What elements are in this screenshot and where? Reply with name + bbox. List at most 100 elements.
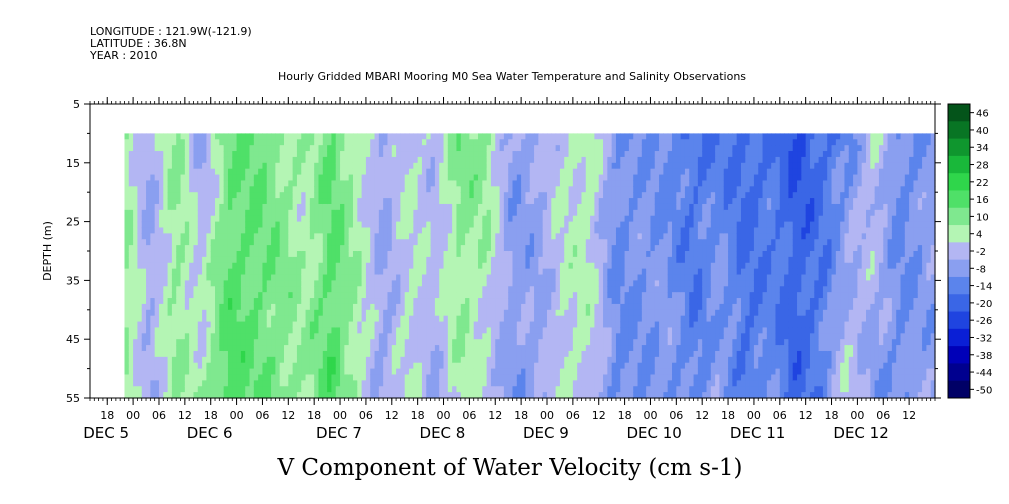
heatmap-cell <box>266 209 272 217</box>
heatmap-cell <box>499 133 505 140</box>
heatmap-cell <box>223 156 229 164</box>
heatmap-cell <box>184 245 190 252</box>
heatmap-cell <box>465 209 470 217</box>
heatmap-cell <box>551 368 557 376</box>
heatmap-cell <box>577 227 583 234</box>
heatmap-cell <box>154 192 160 199</box>
heatmap-cell <box>223 174 229 182</box>
heatmap-cell <box>197 251 203 258</box>
heatmap-cell <box>594 227 600 234</box>
heatmap-cell <box>525 303 531 311</box>
heatmap-cell <box>275 333 281 340</box>
heatmap-cell <box>555 380 561 387</box>
heatmap-cell <box>193 262 199 270</box>
heatmap-cell <box>538 162 544 170</box>
heatmap-cell <box>361 168 367 176</box>
heatmap-cell <box>516 298 522 305</box>
heatmap-cell <box>538 309 544 317</box>
heatmap-cell <box>327 251 333 258</box>
heatmap-cell <box>266 386 272 393</box>
heatmap-cell <box>503 221 509 229</box>
heatmap-cell <box>396 321 402 329</box>
heatmap-cell <box>490 133 496 140</box>
heatmap-cell <box>396 145 402 152</box>
heatmap-cell <box>171 168 177 176</box>
heatmap-cell <box>227 221 233 229</box>
heatmap-cell <box>301 380 307 387</box>
heatmap-cell <box>219 245 225 252</box>
heatmap-cell <box>525 145 531 152</box>
heatmap-cell <box>344 356 350 364</box>
heatmap-cell <box>284 274 289 281</box>
heatmap-cell <box>206 151 212 158</box>
heatmap-cell <box>210 198 216 205</box>
heatmap-cell <box>495 362 501 370</box>
heatmap-cell <box>469 151 475 158</box>
heatmap-cell <box>348 350 354 358</box>
heatmap-cell <box>559 374 565 381</box>
heatmap-cell <box>275 292 281 299</box>
heatmap-cell <box>361 386 367 393</box>
heatmap-cell <box>137 133 143 140</box>
heatmap-cell <box>344 386 350 393</box>
heatmap-cell <box>348 139 354 146</box>
heatmap-cell <box>344 392 350 399</box>
heatmap-cell <box>279 174 285 182</box>
heatmap-cell <box>335 256 341 264</box>
heatmap-cell <box>206 303 212 311</box>
heatmap-cell <box>590 315 596 323</box>
heatmap-cell <box>365 186 371 193</box>
heatmap-cell <box>469 327 475 334</box>
heatmap-cell <box>189 192 195 199</box>
heatmap-cell <box>551 233 557 240</box>
heatmap-cell <box>374 350 380 358</box>
heatmap-cell <box>253 380 259 387</box>
heatmap-cell <box>322 392 328 399</box>
heatmap-cell <box>184 392 190 399</box>
heatmap-cell <box>387 180 393 187</box>
heatmap-cell <box>314 321 320 329</box>
heatmap-cell <box>253 174 259 182</box>
heatmap-cell <box>352 192 358 199</box>
heatmap-cell <box>512 368 518 376</box>
heatmap-cell <box>512 292 518 299</box>
heatmap-cell <box>279 151 285 158</box>
heatmap-cell <box>240 292 246 299</box>
heatmap-cell <box>581 362 587 370</box>
heatmap-cell <box>128 192 134 199</box>
heatmap-cell <box>150 168 156 176</box>
heatmap-cell <box>546 209 552 217</box>
heatmap-cell <box>271 162 276 170</box>
heatmap-cell <box>202 203 207 211</box>
heatmap-cell <box>279 298 285 305</box>
heatmap-cell <box>331 292 337 299</box>
heatmap-cell <box>288 392 294 399</box>
heatmap-cell <box>426 198 432 205</box>
heatmap-cell <box>158 174 164 182</box>
heatmap-cell <box>585 280 591 287</box>
heatmap-cell <box>452 292 458 299</box>
heatmap-cell <box>572 309 578 317</box>
heatmap-cell <box>249 245 255 252</box>
heatmap-cell <box>271 315 276 323</box>
heatmap-cell <box>409 256 414 264</box>
heatmap-cell <box>430 286 436 293</box>
heatmap-cell <box>284 180 289 187</box>
heatmap-cell <box>245 380 251 387</box>
heatmap-cell <box>128 286 134 293</box>
heatmap-cell <box>340 345 345 352</box>
heatmap-cell <box>396 198 402 205</box>
heatmap-cell <box>378 321 384 329</box>
heatmap-cell <box>495 268 501 276</box>
heatmap-cell <box>409 356 414 364</box>
heatmap-cell <box>370 227 376 234</box>
heatmap-cell <box>516 374 522 381</box>
heatmap-cell <box>482 203 488 211</box>
heatmap-cell <box>421 256 427 264</box>
heatmap-cell <box>534 251 539 258</box>
heatmap-cell <box>551 298 557 305</box>
heatmap-cell <box>387 274 393 281</box>
heatmap-cell <box>158 239 164 246</box>
heatmap-cell <box>318 174 324 182</box>
heatmap-cell <box>400 356 406 364</box>
